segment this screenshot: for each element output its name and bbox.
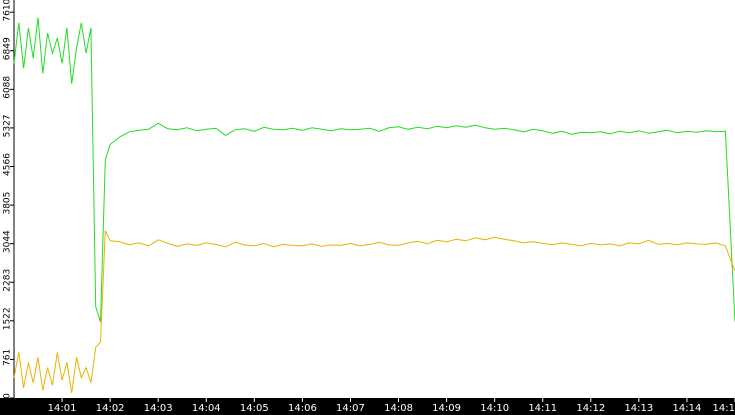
x-tick-label: 14:02 [96,403,125,414]
x-tick-label: 14:06 [288,403,317,414]
x-tick-label: 14:13 [624,403,653,414]
y-tick-label: 2283 [3,269,13,292]
y-tick-label: 3805 [3,192,13,215]
x-tick-label: 14:03 [144,403,173,414]
x-tick-label: 14:05 [240,403,269,414]
y-tick-label: 0 [3,393,13,399]
x-tick-label: 14:11 [528,403,557,414]
x-tick-label: 14:07 [336,403,365,414]
y-tick-label: 761 [3,349,13,366]
y-tick-label: 5327 [3,114,13,137]
y-tick-label: 3044 [3,230,13,253]
x-tick-label: 14:14 [673,403,702,414]
x-tick-label: 14:1 [713,403,735,414]
x-axis-band [0,398,735,415]
y-tick-label: 6849 [3,37,13,60]
x-tick-label: 14:10 [480,403,509,414]
y-tick-label: 1522 [3,307,13,330]
y-tick-label: 7610 [3,0,13,22]
x-tick-label: 14:09 [432,403,461,414]
series-line [13,17,735,323]
x-tick-label: 14:12 [576,403,605,414]
series-line [13,230,735,393]
y-tick-label: 4566 [3,153,13,176]
x-tick-label: 14:04 [192,403,221,414]
y-tick-label: 6088 [2,76,12,99]
x-tick-label: 14:08 [384,403,413,414]
x-tick-label: 14:01 [48,403,77,414]
